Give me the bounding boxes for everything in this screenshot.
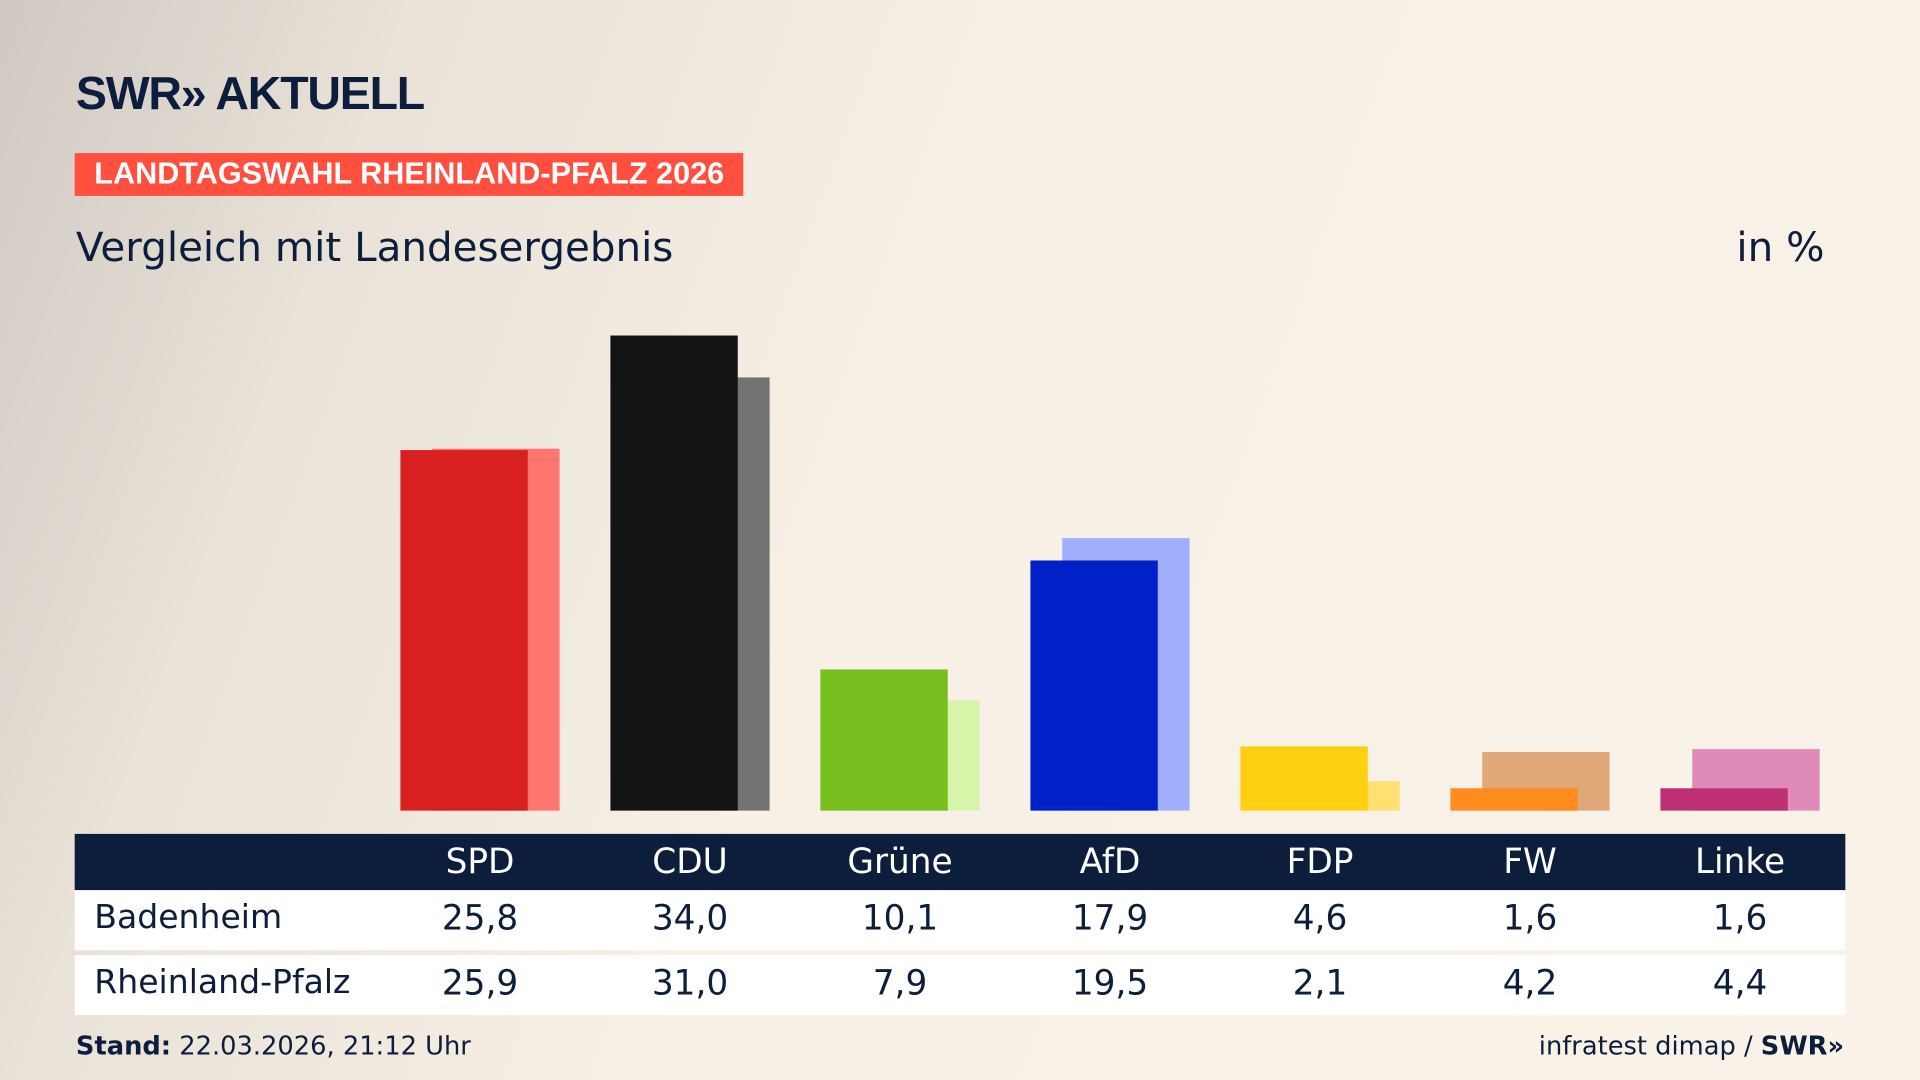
value-cell: 1,6 <box>1712 897 1768 938</box>
value-cell: 17,9 <box>1071 897 1149 938</box>
table-row: Badenheim 25,8 34,0 10,1 17,9 4,6 1,6 1,6 <box>74 890 1846 951</box>
value-cell: 25,8 <box>441 897 519 938</box>
value-cell: 1,6 <box>1502 897 1558 938</box>
party-label: Grüne <box>847 841 953 882</box>
party-label: FDP <box>1286 841 1354 882</box>
election-banner: LANDTAGSWAHL RHEINLAND-PFALZ 2026 <box>74 153 744 196</box>
table-row: Rheinland-Pfalz 25,9 31,0 7,9 19,5 2,1 4,2 4,4 <box>74 955 1846 1016</box>
value-cell: 25,9 <box>441 962 519 1003</box>
swr-aktuell-logo: SWR» AKTUELL <box>75 68 425 121</box>
bar-fw-local <box>1450 788 1578 811</box>
bar-afd-local <box>1030 560 1158 811</box>
value-cell: 19,5 <box>1071 962 1149 1003</box>
value-cell: 4,2 <box>1502 962 1558 1003</box>
table-header: SPD CDU Grüne AfD FDP FW Linke <box>74 833 1846 891</box>
bar-linke-local <box>1660 788 1788 811</box>
swr-logo: SWR» <box>1760 1031 1845 1061</box>
bar-spd-local <box>400 450 528 811</box>
bar-fdp-local <box>1240 746 1368 811</box>
value-cell: 31,0 <box>651 962 729 1003</box>
party-label: CDU <box>652 841 728 882</box>
row-label: Rheinland-Pfalz <box>94 963 351 1002</box>
party-label: FW <box>1503 841 1557 882</box>
timestamp: Stand: 22.03.2026, 21:12 Uhr <box>76 1031 471 1060</box>
value-cell: 2,1 <box>1292 962 1348 1003</box>
value-cell: 34,0 <box>651 897 729 938</box>
unit-label: in % <box>1736 222 1825 271</box>
timestamp-label: Stand: <box>75 1031 172 1061</box>
value-cell: 10,1 <box>861 897 939 938</box>
chart-subtitle: Vergleich mit Landesergebnis <box>75 222 674 271</box>
value-cell: 4,6 <box>1292 897 1348 938</box>
source: infratest dimap / SWR» <box>1539 1031 1844 1060</box>
value-cell: 7,9 <box>872 962 928 1003</box>
bar-grüne-local <box>820 669 948 811</box>
party-label: Linke <box>1694 841 1786 882</box>
bar-cdu-local <box>610 335 738 811</box>
source-text: infratest dimap / <box>1538 1031 1761 1061</box>
party-label: AfD <box>1079 841 1141 882</box>
party-label: SPD <box>445 841 515 882</box>
timestamp-value: 22.03.2026, 21:12 Uhr <box>171 1031 471 1061</box>
value-cell: 4,4 <box>1712 962 1768 1003</box>
row-label: Badenheim <box>94 898 283 937</box>
